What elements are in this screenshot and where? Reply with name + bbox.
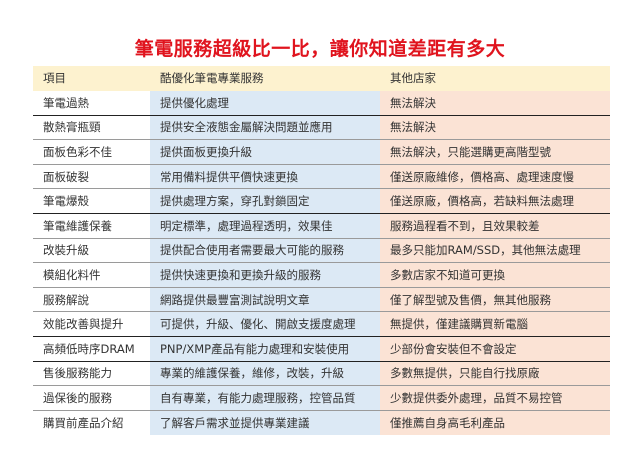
table-row: 面板色彩不佳 提供面板更換升級 無法解決，只能選購更高階型號: [33, 139, 610, 165]
our-service-cell: 可提供，升級、優化、開啟支援度處理: [150, 311, 380, 338]
table-row: 效能改善與提升 可提供，升級、優化、開啟支援度處理 無提供，僅建議購買新電腦: [33, 311, 610, 338]
item-cell: 散熱膏瓶頸: [33, 115, 150, 141]
our-service-cell: 提供配合使用者需要最大可能的服務: [150, 238, 380, 264]
header-other-shops: 其他店家: [380, 66, 610, 91]
header-our-service: 酷優化筆電專業服務: [150, 66, 380, 91]
table-header-row: 項目 酷優化筆電專業服務 其他店家: [33, 66, 610, 91]
our-service-cell: 自有專業，有能力處理服務，控管品質: [150, 385, 380, 411]
table-row: 筆電爆殼 提供處理方案，穿孔對鎖固定 僅送原廠，價格高，若缺料無法處理: [33, 188, 610, 215]
table-row: 高頻低時序DRAM PNP/XMP產品有能力處理和安裝使用 少部份會安裝但不會設定: [33, 336, 610, 362]
table-row: 散熱膏瓶頸 提供安全液態金屬解決問題並應用 無法解決: [33, 115, 610, 141]
other-shops-cell: 僅推薦自身高毛利產品: [380, 410, 610, 435]
item-cell: 售後服務能力: [33, 361, 150, 387]
other-shops-cell: 無法解決，只能選購更高階型號: [380, 139, 610, 165]
other-shops-cell: 少數提供委外處理，品質不易控管: [380, 385, 610, 411]
other-shops-cell: 無法解決: [380, 90, 610, 116]
our-service-cell: 網路提供最豐富測試說明文章: [150, 287, 380, 313]
our-service-cell: 了解客戶需求並提供專業建議: [150, 410, 380, 435]
table-row: 售後服務能力 專業的維護保養，維修，改裝，升級 多數無提供，只能自行找原廠: [33, 361, 610, 387]
table-row: 過保後的服務 自有專業，有能力處理服務，控管品質 少數提供委外處理，品質不易控管: [33, 385, 610, 411]
other-shops-cell: 服務過程看不到，且效果較差: [380, 213, 610, 239]
our-service-cell: 專業的維護保養，維修，改裝，升級: [150, 361, 380, 387]
item-cell: 模組化料件: [33, 262, 150, 288]
our-service-cell: PNP/XMP產品有能力處理和安裝使用: [150, 336, 380, 362]
other-shops-cell: 多數店家不知道可更換: [380, 262, 610, 288]
item-cell: 筆電過熱: [33, 90, 150, 116]
our-service-cell: 明定標準，處理過程透明，效果佳: [150, 213, 380, 239]
item-cell: 筆電爆殼: [33, 188, 150, 215]
other-shops-cell: 僅了解型號及售價，無其他服務: [380, 287, 610, 313]
other-shops-cell: 僅送原廠維修，價格高、處理速度慢: [380, 164, 610, 190]
item-cell: 效能改善與提升: [33, 311, 150, 338]
table-row: 改裝升級 提供配合使用者需要最大可能的服務 最多只能加RAM/SSD，其他無法處理: [33, 238, 610, 264]
other-shops-cell: 無法解決: [380, 115, 610, 141]
item-cell: 面板色彩不佳: [33, 139, 150, 165]
other-shops-cell: 多數無提供，只能自行找原廠: [380, 361, 610, 387]
table-row: 模組化料件 提供快速更換和更換升級的服務 多數店家不知道可更換: [33, 262, 610, 288]
other-shops-cell: 僅送原廠，價格高，若缺料無法處理: [380, 188, 610, 215]
our-service-cell: 提供面板更換升級: [150, 139, 380, 165]
our-service-cell: 提供處理方案，穿孔對鎖固定: [150, 188, 380, 215]
other-shops-cell: 最多只能加RAM/SSD，其他無法處理: [380, 238, 610, 264]
our-service-cell: 常用備料提供平價快速更換: [150, 164, 380, 190]
item-cell: 過保後的服務: [33, 385, 150, 411]
item-cell: 面板破裂: [33, 164, 150, 190]
other-shops-cell: 少部份會安裝但不會設定: [380, 336, 610, 362]
item-cell: 購買前產品介紹: [43, 415, 124, 430]
item-cell: 服務解說: [33, 287, 150, 313]
page-title: 筆電服務超級比一比，讓你知道差距有多大: [134, 38, 506, 60]
header-item: 項目: [33, 66, 150, 91]
other-shops-cell: 無提供，僅建議購買新電腦: [380, 311, 610, 338]
our-service-cell: 提供優化處理: [150, 90, 380, 116]
table-row: 面板破裂 常用備料提供平價快速更換 僅送原廠維修，價格高、處理速度慢: [33, 164, 610, 190]
our-service-cell: 提供快速更換和更換升級的服務: [150, 262, 380, 288]
table-row: 筆電過熱 提供優化處理 無法解決: [33, 90, 610, 116]
table-row: 服務解說 網路提供最豐富測試說明文章 僅了解型號及售價，無其他服務: [33, 287, 610, 313]
table-row: 筆電維護保養 明定標準，處理過程透明，效果佳 服務過程看不到，且效果較差: [33, 213, 610, 239]
table-row: 購買前產品介紹 了解客戶需求並提供專業建議 僅推薦自身高毛利產品: [33, 410, 610, 435]
comparison-table: 項目 酷優化筆電專業服務 其他店家 筆電過熱 提供優化處理 無法解決 散熱膏瓶頸 提供安…: [33, 66, 610, 435]
our-service-cell: 提供安全液態金屬解決問題並應用: [150, 115, 380, 141]
item-cell: 改裝升級: [33, 238, 150, 264]
item-cell: 筆電維護保養: [33, 213, 150, 239]
item-cell: 高頻低時序DRAM: [33, 336, 150, 362]
